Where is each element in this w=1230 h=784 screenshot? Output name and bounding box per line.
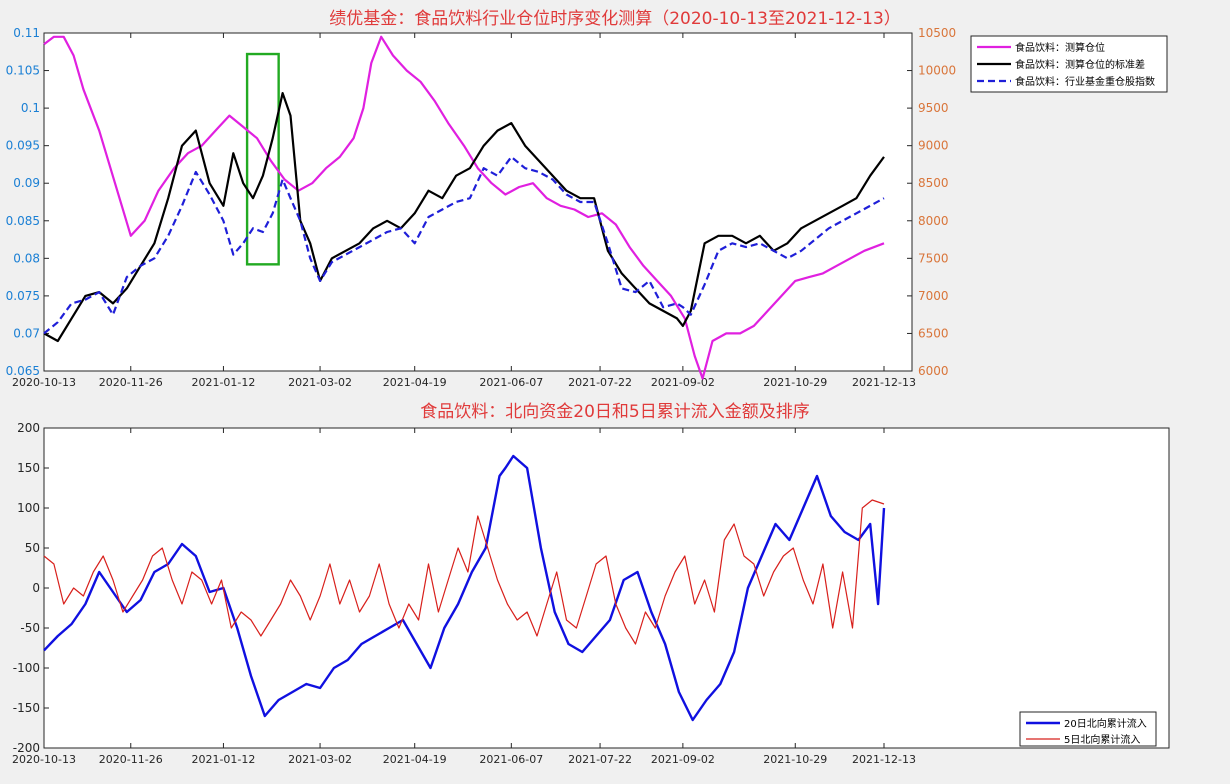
x-tick-label: 2021-04-19 — [383, 753, 447, 766]
x-tick-label: 2020-11-26 — [99, 753, 163, 766]
chart-title-top: 绩优基金：食品饮料行业仓位时序变化测算（2020-10-13至2021-12-1… — [329, 9, 901, 29]
series-line-3 — [43, 155, 885, 335]
y-tick-label: 0 — [32, 581, 40, 595]
y-right-tick-label: 8000 — [918, 214, 949, 228]
x-tick-label: 2021-03-02 — [288, 376, 352, 389]
y-tick-label: 0.1 — [21, 101, 40, 115]
legend-box — [1019, 711, 1157, 747]
y-tick-label: 100 — [17, 501, 40, 515]
legend-label: 食品饮料：测算仓位 — [1015, 41, 1105, 54]
y-tick-label: -200 — [13, 741, 40, 755]
y-tick-label: 0.09 — [13, 176, 40, 190]
series-line-2 — [43, 499, 885, 645]
y-right-tick-label: 6000 — [918, 364, 949, 378]
y-tick-label: 0.11 — [13, 26, 40, 40]
y-tick-label: -150 — [13, 701, 40, 715]
y-tick-label: 150 — [17, 461, 40, 475]
y-tick-label: 200 — [17, 421, 40, 435]
legend-label: 5日北向累计流入 — [1064, 733, 1140, 746]
chart-title-bottom: 食品饮料：北向资金20日和5日累计流入金额及排序 — [420, 402, 809, 422]
x-tick-label: 2021-06-07 — [479, 753, 543, 766]
series-line-1 — [43, 35, 885, 380]
x-tick-label: 2021-07-22 — [568, 753, 632, 766]
y-tick-label: 50 — [25, 541, 40, 555]
y-tick-label: 0.065 — [6, 364, 40, 378]
x-tick-label: 2020-11-26 — [99, 376, 163, 389]
y-tick-label: 0.075 — [6, 289, 40, 303]
series-line-2 — [43, 91, 885, 343]
y-tick-label: -100 — [13, 661, 40, 675]
y-tick-label: 0.085 — [6, 214, 40, 228]
x-tick-label: 2021-06-07 — [479, 376, 543, 389]
y-right-tick-label: 9000 — [918, 139, 949, 153]
x-tick-label: 2020-10-13 — [12, 376, 76, 389]
y-tick-label: 0.105 — [6, 64, 40, 78]
y-tick-label: 0.095 — [6, 139, 40, 153]
y-tick-label: 0.08 — [13, 251, 40, 265]
y-right-tick-label: 7500 — [918, 251, 949, 265]
x-tick-label: 2021-12-13 — [852, 753, 916, 766]
y-tick-label: 0.07 — [13, 326, 40, 340]
x-tick-label: 2021-09-02 — [651, 376, 715, 389]
series-line-1 — [43, 454, 886, 722]
x-tick-label: 2021-09-02 — [651, 753, 715, 766]
plot-area-bottom — [43, 427, 1170, 749]
x-tick-label: 2021-04-19 — [383, 376, 447, 389]
legend-label: 食品饮料：行业基金重仓股指数 — [1015, 75, 1155, 88]
x-tick-label: 2020-10-13 — [12, 753, 76, 766]
y-right-tick-label: 7000 — [918, 289, 949, 303]
y-right-tick-label: 9500 — [918, 101, 949, 115]
y-right-tick-label: 6500 — [918, 326, 949, 340]
y-tick-label: -50 — [20, 621, 40, 635]
x-tick-label: 2021-10-29 — [763, 753, 827, 766]
x-tick-label: 2021-01-12 — [191, 753, 255, 766]
y-right-tick-label: 10500 — [918, 26, 956, 40]
y-right-tick-label: 10000 — [918, 64, 956, 78]
plot-area-top — [43, 32, 913, 372]
x-tick-label: 2021-12-13 — [852, 376, 916, 389]
x-tick-label: 2021-10-29 — [763, 376, 827, 389]
y-right-tick-label: 8500 — [918, 176, 949, 190]
highlight-box — [245, 52, 280, 266]
legend-label: 20日北向累计流入 — [1064, 717, 1147, 730]
x-tick-label: 2021-03-02 — [288, 753, 352, 766]
legend-label: 食品饮料：测算仓位的标准差 — [1015, 58, 1145, 71]
x-tick-label: 2021-01-12 — [191, 376, 255, 389]
x-tick-label: 2021-07-22 — [568, 376, 632, 389]
